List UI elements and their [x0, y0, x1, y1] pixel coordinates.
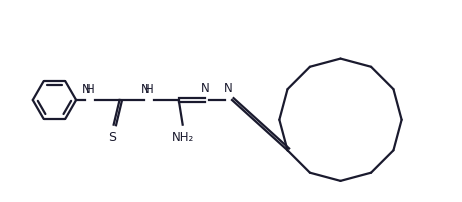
Text: N: N: [82, 82, 91, 95]
Text: NH₂: NH₂: [171, 130, 194, 143]
Text: N: N: [224, 82, 232, 95]
Text: H: H: [85, 82, 94, 95]
Text: S: S: [108, 130, 116, 143]
Text: N: N: [201, 82, 210, 95]
Text: N: N: [141, 82, 150, 95]
Text: H: H: [145, 82, 153, 95]
